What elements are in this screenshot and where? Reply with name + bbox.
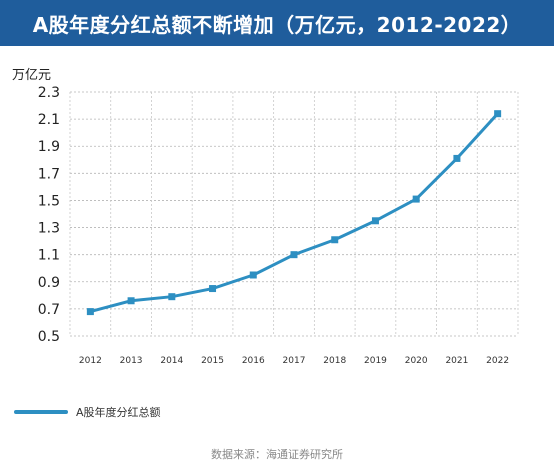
y-tick-label: 0.5 xyxy=(38,329,60,345)
x-tick-label: 2012 xyxy=(79,356,102,366)
y-tick-label: 1.5 xyxy=(38,193,60,209)
x-axis-ticks: 2012 2013 2014 2015 2016 2017 2018 2019 2020 2021… xyxy=(79,356,509,366)
data-point-2018 xyxy=(331,236,339,244)
data-point-2014 xyxy=(168,293,176,301)
x-tick-label: 2019 xyxy=(364,356,387,366)
y-tick-label: 2.3 xyxy=(38,85,60,101)
y-tick-label: 0.9 xyxy=(38,275,60,291)
y-tick-label: 1.9 xyxy=(38,139,60,155)
data-point-2017 xyxy=(290,251,298,259)
y-tick-label: 2.1 xyxy=(38,112,60,128)
x-tick-label: 2014 xyxy=(160,356,183,366)
x-tick-label: 2020 xyxy=(405,356,428,366)
y-tick-label: 1.1 xyxy=(38,248,60,264)
x-tick-label: 2018 xyxy=(323,356,346,366)
x-tick-label: 2021 xyxy=(445,356,468,366)
chart-title: A股年度分红总额不断增加（万亿元，2012-2022） xyxy=(32,12,522,37)
data-point-2013 xyxy=(127,297,135,305)
x-tick-label: 2015 xyxy=(201,356,224,366)
data-point-2019 xyxy=(371,217,379,225)
x-tick-label: 2022 xyxy=(486,356,509,366)
line-chart: 2.32.11.91.71.51.31.10.90.70.5 2012 2013 2… xyxy=(38,85,519,366)
data-source: 数据来源：海通证券研究所 xyxy=(211,448,343,461)
data-point-2021 xyxy=(453,154,461,162)
data-point-2012 xyxy=(86,308,94,316)
x-tick-label: 2016 xyxy=(242,356,265,366)
legend-label: A股年度分红总额 xyxy=(76,406,161,419)
data-point-2015 xyxy=(209,285,217,293)
y-axis-unit: 万亿元 xyxy=(12,68,52,83)
title-bar: A股年度分红总额不断增加（万亿元，2012-2022） xyxy=(0,0,554,46)
data-point-2020 xyxy=(412,195,420,203)
legend: A股年度分红总额 xyxy=(14,404,161,420)
y-tick-label: 0.7 xyxy=(38,302,60,318)
data-point-2022 xyxy=(494,110,502,118)
y-tick-label: 1.3 xyxy=(38,221,60,237)
x-tick-label: 2013 xyxy=(120,356,143,366)
y-tick-label: 1.7 xyxy=(38,166,60,182)
legend-line-swatch xyxy=(14,410,68,414)
x-tick-label: 2017 xyxy=(283,356,306,366)
y-axis-ticks: 2.3 2.1 1.9 1.7 1.5 1.3 1.1 0.9 0.7 0.5 xyxy=(38,85,60,345)
series-group xyxy=(86,110,502,316)
data-point-2016 xyxy=(249,271,257,279)
